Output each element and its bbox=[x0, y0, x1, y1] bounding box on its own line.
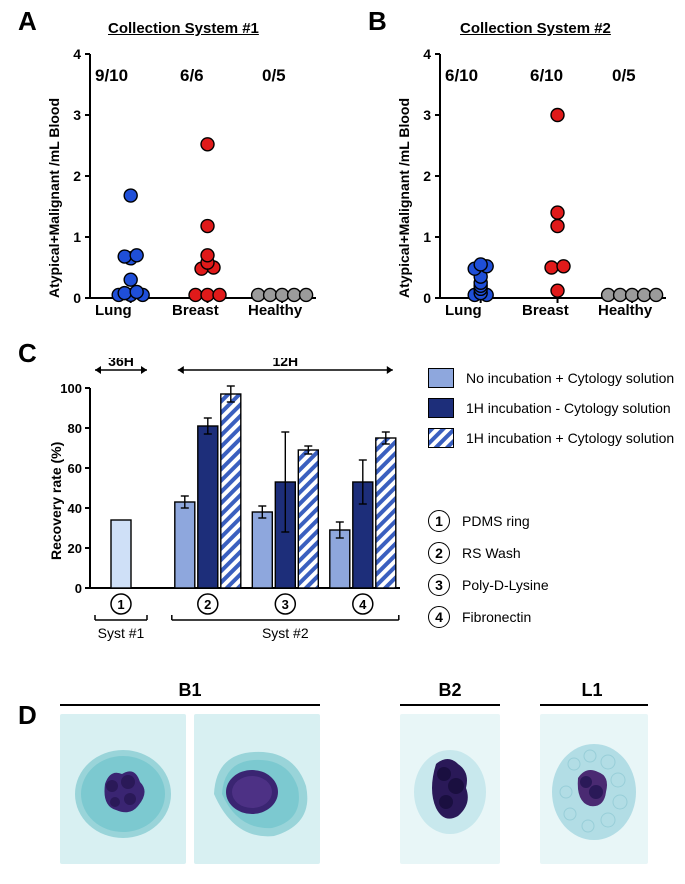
legend-num-row: 3 Poly-D-Lysine bbox=[428, 574, 678, 596]
panel-b-count-lung: 6/10 bbox=[445, 66, 478, 86]
svg-text:3: 3 bbox=[423, 107, 431, 123]
svg-text:3: 3 bbox=[73, 107, 81, 123]
svg-text:36H: 36H bbox=[108, 358, 134, 369]
panel-a-cat-lung: Lung bbox=[95, 302, 132, 319]
legend-num-label: Poly-D-Lysine bbox=[462, 577, 549, 593]
legend-row-1hplus: 1H incubation + Cytology solution bbox=[428, 428, 678, 448]
legend-num-row: 1 PDMS ring bbox=[428, 510, 678, 532]
legend-num-label: PDMS ring bbox=[462, 513, 530, 529]
panel-d-group-l1: L1 bbox=[572, 680, 612, 701]
legend-num-circle-icon: 4 bbox=[428, 606, 450, 628]
legend-text: 1H incubation + Cytology solution bbox=[466, 430, 674, 447]
svg-text:60: 60 bbox=[68, 461, 82, 476]
panel-b-title: Collection System #2 bbox=[460, 20, 611, 37]
panel-c-legend-numbers: 1 PDMS ring 2 RS Wash 3 Poly-D-Lysine 4 … bbox=[428, 510, 678, 638]
panel-b-cat-breast: Breast bbox=[522, 302, 569, 319]
svg-text:4: 4 bbox=[423, 46, 431, 62]
panel-d-group-b2: B2 bbox=[430, 680, 470, 701]
svg-text:4: 4 bbox=[73, 46, 81, 62]
legend-label: 1H incubation + Cytology solution bbox=[466, 430, 674, 446]
panel-a-count-lung: 9/10 bbox=[95, 66, 128, 86]
panel-d-rule-b1 bbox=[60, 704, 320, 706]
svg-text:2: 2 bbox=[73, 168, 81, 184]
svg-text:Syst #2: Syst #2 bbox=[262, 625, 309, 641]
svg-text:2: 2 bbox=[204, 597, 211, 612]
cell-svg-icon bbox=[400, 714, 500, 864]
legend-label: No incubation + Cytology solution bbox=[466, 370, 674, 386]
cell-image-l1 bbox=[540, 714, 648, 864]
svg-text:0: 0 bbox=[75, 581, 82, 596]
svg-text:40: 40 bbox=[68, 501, 82, 516]
legend-num-row: 4 Fibronectin bbox=[428, 606, 678, 628]
panel-d-rule-b2 bbox=[400, 704, 500, 706]
legend-row-1hminus: 1H incubation - Cytology solution bbox=[428, 398, 678, 418]
legend-swatch-icon bbox=[428, 398, 454, 418]
panel-c-chart: 0 20 40 60 80 100 1 2 3 4 36H 12H Syst #1 Syst #2 bbox=[58, 358, 408, 658]
panel-a-title: Collection System #1 bbox=[108, 20, 259, 37]
legend-num-circle-icon: 1 bbox=[428, 510, 450, 532]
panel-c-label: C bbox=[18, 338, 37, 369]
svg-text:100: 100 bbox=[60, 381, 82, 396]
legend-num-circle-icon: 2 bbox=[428, 542, 450, 564]
panel-b-cat-lung: Lung bbox=[445, 302, 482, 319]
cell-svg-icon bbox=[60, 714, 186, 864]
legend-num-circle-icon: 3 bbox=[428, 574, 450, 596]
svg-text:1: 1 bbox=[423, 229, 431, 245]
legend-swatch-hatch-icon bbox=[428, 428, 454, 448]
panel-d-rule-l1 bbox=[540, 704, 648, 706]
figure-container: A Collection System #1 Atypical+Malignan… bbox=[0, 0, 685, 884]
panel-a-count-breast: 6/6 bbox=[180, 66, 204, 86]
panel-c-svg: 0 20 40 60 80 100 1 2 3 4 36H 12H Syst #1 Syst #2 bbox=[58, 358, 408, 658]
panel-b-count-breast: 6/10 bbox=[530, 66, 563, 86]
cell-svg-icon bbox=[194, 714, 320, 864]
cell-image-b1b bbox=[194, 714, 320, 864]
svg-text:80: 80 bbox=[68, 421, 82, 436]
svg-text:1: 1 bbox=[73, 229, 81, 245]
svg-text:Syst #1: Syst #1 bbox=[98, 625, 145, 641]
cell-image-b1a bbox=[60, 714, 186, 864]
panel-a-label: A bbox=[18, 6, 37, 37]
panel-b-count-healthy: 0/5 bbox=[612, 66, 636, 86]
legend-swatch-icon bbox=[428, 368, 454, 388]
legend-row-noinc: No incubation + Cytology solution bbox=[428, 368, 678, 388]
cell-image-b2 bbox=[400, 714, 500, 864]
svg-text:2: 2 bbox=[423, 168, 431, 184]
panel-b-label: B bbox=[368, 6, 387, 37]
panel-d-label: D bbox=[18, 700, 37, 731]
cell-svg-icon bbox=[540, 714, 648, 864]
panel-a-ylabel: Atypical+Malignant /mL Blood bbox=[46, 98, 62, 298]
legend-num-label: RS Wash bbox=[462, 545, 521, 561]
panel-a-cat-healthy: Healthy bbox=[248, 302, 302, 319]
panel-b-cat-healthy: Healthy bbox=[598, 302, 652, 319]
panel-a-count-healthy: 0/5 bbox=[262, 66, 286, 86]
svg-text:4: 4 bbox=[359, 597, 367, 612]
panel-b-ylabel: Atypical+Malignant /mL Blood bbox=[396, 98, 412, 298]
svg-text:20: 20 bbox=[68, 541, 82, 556]
svg-text:12H: 12H bbox=[272, 358, 298, 369]
legend-text: 1H incubation - Cytology solution bbox=[466, 400, 671, 417]
svg-text:0: 0 bbox=[423, 290, 431, 306]
panel-a-cat-breast: Breast bbox=[172, 302, 219, 319]
legend-label: 1H incubation - Cytology solution bbox=[466, 400, 671, 416]
legend-num-label: Fibronectin bbox=[462, 609, 531, 625]
legend-text: No incubation + Cytology solution bbox=[466, 370, 674, 387]
panel-d-group-b1: B1 bbox=[170, 680, 210, 701]
svg-text:3: 3 bbox=[282, 597, 289, 612]
svg-text:1: 1 bbox=[117, 597, 124, 612]
panel-c-legend-conditions: No incubation + Cytology solution 1H inc… bbox=[428, 368, 678, 458]
legend-num-row: 2 RS Wash bbox=[428, 542, 678, 564]
svg-text:0: 0 bbox=[73, 290, 81, 306]
